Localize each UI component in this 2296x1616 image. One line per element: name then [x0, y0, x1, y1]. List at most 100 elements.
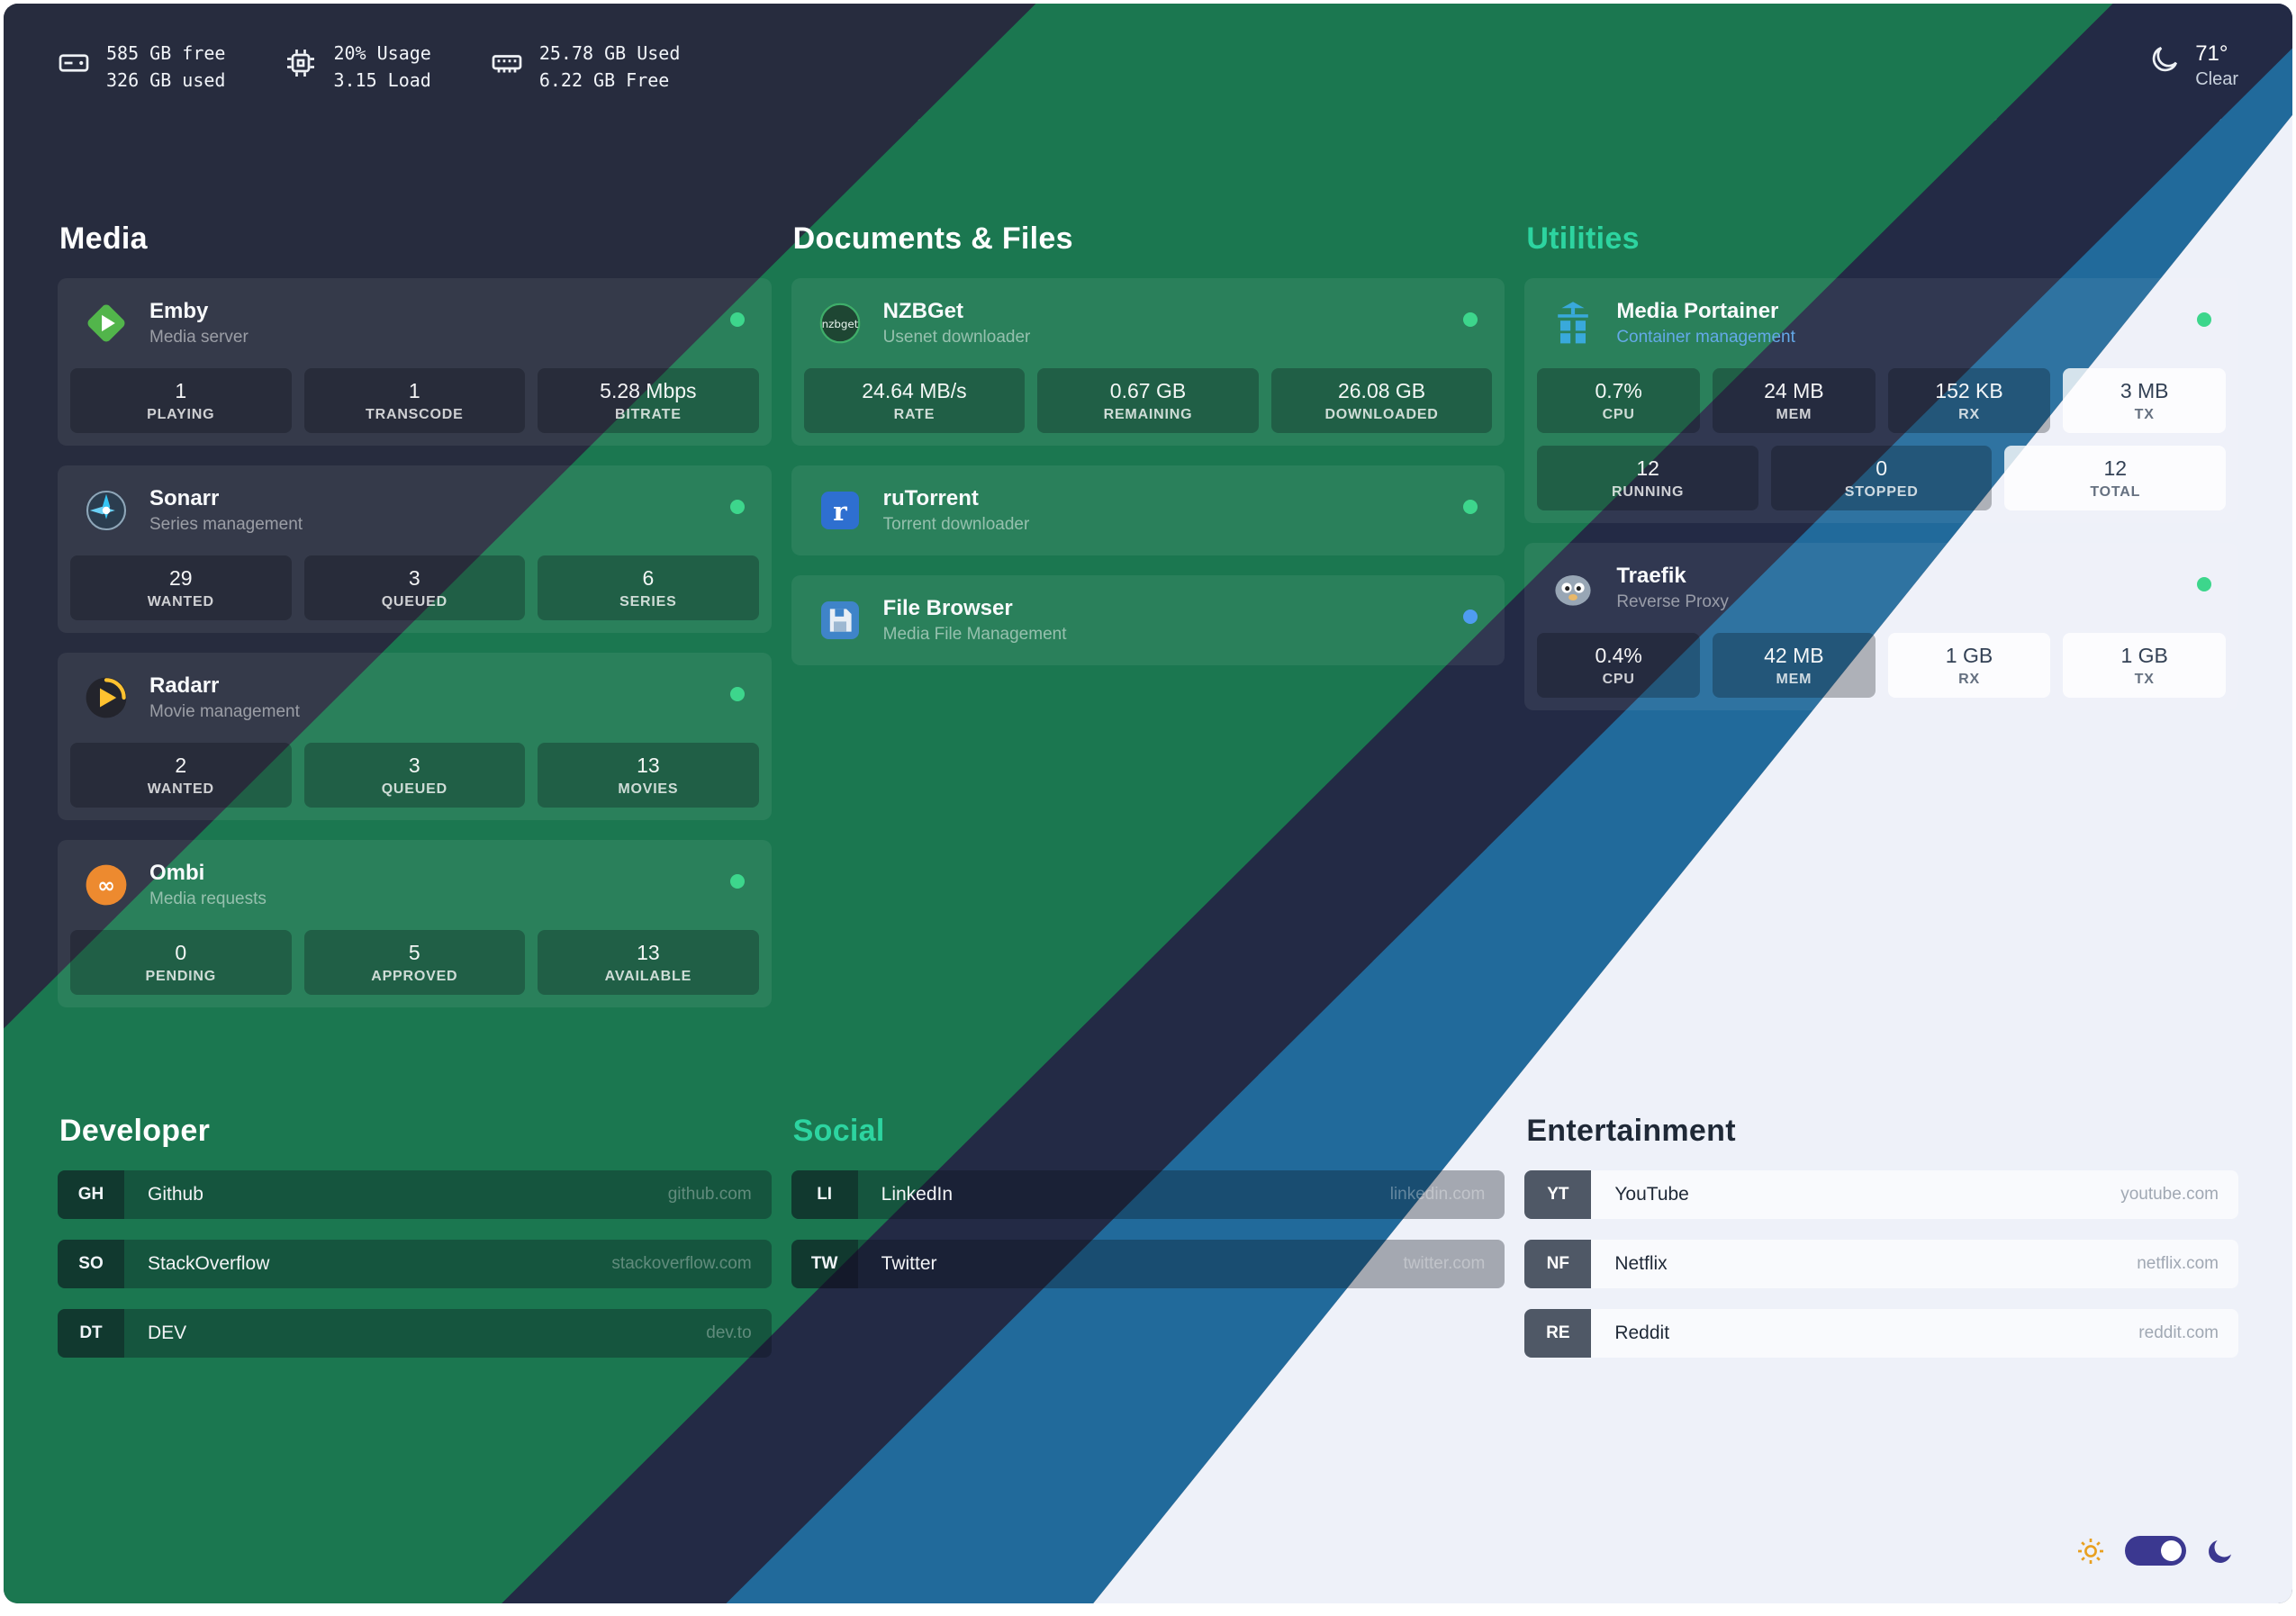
bookmark-netflix[interactable]: NF Netflix netflix.com [1524, 1240, 2238, 1288]
stat-box: 6 SERIES [538, 555, 759, 620]
dashboard-app: 585 GB free 326 GB used 20% Usage 3.15 L… [4, 4, 2292, 1603]
bookmark-github[interactable]: GH Github github.com [58, 1170, 772, 1219]
bookmark-abbr: YT [1524, 1170, 1592, 1219]
stat-value: 3 [408, 566, 420, 590]
memory-stats: 25.78 GB Used 6.22 GB Free [491, 40, 680, 94]
sonarr-icon [81, 485, 131, 536]
stat-box: 0.67 GB REMAINING [1037, 368, 1259, 433]
stat-label: REMAINING [1103, 407, 1193, 422]
stat-label: MEM [1776, 672, 1812, 687]
service-stats: 12 RUNNING 0 STOPPED 12 TOTAL [1524, 446, 2238, 523]
service-link-radarr[interactable]: Radarr Movie management [58, 653, 772, 743]
stat-label: WANTED [147, 781, 214, 797]
stat-value: 12 [2103, 456, 2128, 480]
bookmarks-developer: Developer GH Github github.com SO StackO… [58, 1114, 772, 1378]
service-stats: 29 WANTED 3 QUEUED 6 SERIES [58, 555, 772, 633]
bookmark-name: StackOverflow [148, 1253, 270, 1274]
memory-icon [492, 55, 522, 73]
stat-label: WANTED [147, 594, 214, 609]
stat-box: 0 STOPPED [1770, 446, 1993, 510]
service-link-filebrowser[interactable]: File Browser Media File Management [791, 575, 1505, 665]
light-theme-button[interactable] [2076, 1537, 2105, 1566]
service-link-ombi[interactable]: ∞ Ombi Media requests [58, 840, 772, 930]
stat-box: 3 QUEUED [303, 555, 526, 620]
radarr-icon [81, 673, 131, 723]
stat-value: 3 MB [2120, 379, 2169, 402]
color-scheme-toggle[interactable] [2125, 1536, 2186, 1566]
bookmark-reddit[interactable]: RE Reddit reddit.com [1524, 1309, 2238, 1358]
emby-icon [81, 298, 131, 348]
stat-label: APPROVED [371, 969, 458, 984]
bookmark-youtube[interactable]: YT YouTube youtube.com [1524, 1170, 2238, 1219]
service-stats: 0.4% CPU 42 MB MEM 1 GB RX 1 GB [1524, 633, 2238, 710]
bookmark-stackoverflow[interactable]: SO StackOverflow stackoverflow.com [58, 1240, 772, 1288]
stat-box: 152 KB RX [1887, 368, 2051, 433]
weather-widget: 71° Clear [2148, 40, 2238, 90]
section-title-media: Media [59, 221, 148, 256]
stat-label: MEM [1776, 407, 1812, 422]
stat-value: 6 [642, 566, 655, 590]
stat-box: 26.08 GB DOWNLOADED [1270, 368, 1493, 433]
disk-stats: 585 GB free 326 GB used [58, 40, 225, 94]
stat-value: 26.08 GB [1337, 379, 1426, 402]
dark-theme-button[interactable] [2206, 1537, 2235, 1566]
service-link-sonarr[interactable]: Sonarr Series management [58, 465, 772, 555]
service-description: Series management [149, 515, 303, 535]
stat-label: QUEUED [381, 594, 447, 609]
stat-value: 5 [408, 941, 420, 964]
weather-condition: Clear [2195, 69, 2238, 90]
service-link-nzbget[interactable]: nzbget NZBGet Usenet downloader [791, 278, 1505, 368]
bookmark-dev[interactable]: DT DEV dev.to [58, 1309, 772, 1358]
bookmark-twitter[interactable]: TW Twitter twitter.com [791, 1240, 1505, 1288]
service-description: Container management [1616, 328, 1795, 348]
background-art [4, 4, 2292, 1603]
service-description: Media requests [149, 889, 267, 909]
service-card-ombi: ∞ Ombi Media requests 0 PENDING [58, 840, 772, 1007]
bookmark-name: LinkedIn [881, 1184, 954, 1205]
stat-box: 3 MB TX [2063, 368, 2227, 433]
stat-value: 29 [168, 566, 193, 590]
section-title-documents: Documents & Files [792, 221, 1073, 256]
service-link-rutorrent[interactable]: r ruTorrent Torrent downloader [791, 465, 1505, 555]
sun-icon [2078, 1538, 2103, 1564]
status-dot [729, 687, 745, 701]
section-title-developer: Developer [59, 1114, 211, 1148]
service-description: Media server [149, 328, 249, 348]
service-name: NZBGet [882, 298, 963, 323]
bookmark-abbr: DT [58, 1309, 124, 1358]
bookmark-abbr: LI [791, 1170, 858, 1219]
section-title-entertainment: Entertainment [1526, 1114, 1736, 1148]
status-dot [2197, 312, 2211, 327]
stat-label: SERIES [619, 594, 677, 609]
bookmark-url: youtube.com [2120, 1185, 2219, 1204]
bookmark-linkedin[interactable]: LI LinkedIn linkedin.com [791, 1170, 1505, 1219]
stat-box: 13 AVAILABLE [538, 930, 759, 995]
stat-label: MOVIES [618, 781, 679, 797]
stat-label: PENDING [145, 969, 217, 984]
stat-box: 24.64 MB/s RATE [803, 368, 1026, 433]
stat-box: 24 MB MEM [1713, 368, 1876, 433]
service-link-portainer[interactable]: Media Portainer Container management [1524, 278, 2238, 368]
section-title-utilities: Utilities [1526, 221, 1640, 256]
stat-label: RX [1958, 672, 1980, 687]
weather-moon-icon [2153, 46, 2178, 72]
weather-text: 71° Clear [2195, 40, 2238, 90]
stat-box: 12 TOTAL [2004, 446, 2227, 510]
bookmark-url: dev.to [706, 1323, 752, 1342]
service-description: Usenet downloader [882, 328, 1031, 348]
service-link-traefik[interactable]: Traefik Reverse Proxy [1524, 543, 2238, 633]
bookmark-url: stackoverflow.com [611, 1254, 752, 1273]
service-link-emby[interactable]: Emby Media server [58, 278, 772, 368]
stat-value: 24 MB [1764, 379, 1824, 402]
stat-label: TX [2134, 672, 2155, 687]
disk-used: 326 GB used [106, 69, 226, 91]
bookmark-abbr: TW [791, 1240, 858, 1288]
traefik-icon [1548, 563, 1598, 613]
bookmark-url: netflix.com [2137, 1254, 2219, 1273]
stat-box: 5.28 Mbps BITRATE [538, 368, 759, 433]
stat-value: 0.4% [1595, 644, 1642, 667]
service-stats: 2 WANTED 3 QUEUED 13 MOVIES [58, 743, 772, 820]
cpu-stats: 20% Usage 3.15 Load [285, 40, 431, 94]
stat-value: 1 [175, 379, 187, 402]
